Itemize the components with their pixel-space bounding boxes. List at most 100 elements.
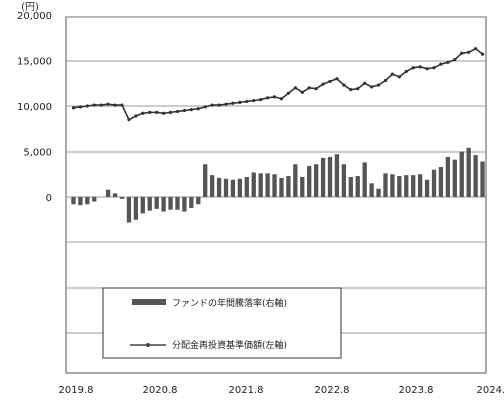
line-point [71, 106, 76, 110]
line-point [335, 77, 339, 81]
bar [355, 176, 360, 197]
line-point [245, 99, 249, 104]
line-point [196, 107, 200, 111]
line-point [162, 111, 166, 115]
line-point [106, 102, 110, 106]
bar [466, 147, 471, 197]
bar [320, 157, 326, 197]
line-point [148, 110, 152, 114]
bar [417, 174, 423, 197]
bar [216, 177, 222, 197]
line-point [217, 103, 221, 107]
bar [459, 151, 464, 197]
line-point [390, 72, 394, 76]
line-point [141, 111, 145, 115]
bar [92, 197, 97, 202]
bar [334, 154, 340, 197]
line-point [286, 91, 290, 95]
bar [133, 197, 139, 220]
line-point [210, 103, 214, 107]
line-point [446, 60, 450, 64]
line-point [238, 100, 242, 104]
y-tick-label: 15,000 [17, 57, 52, 68]
bar [286, 176, 291, 197]
line-point [370, 85, 374, 89]
bar [251, 172, 256, 197]
y-axis-tick-labels: 20,000 15,000 10,000 5,000 0 [17, 11, 52, 204]
line-point [266, 96, 270, 100]
left-axis-unit: (円) [21, 2, 39, 13]
line-series [71, 47, 485, 122]
bar [175, 197, 180, 210]
bar [411, 175, 416, 197]
y-tick-label: 0 [46, 193, 52, 204]
x-axis-tick-labels: 2019.8 2020.8 2021.8 2022.8 2023.8 2024.7 [59, 385, 504, 396]
line-point [120, 103, 124, 107]
bar [438, 166, 444, 197]
line-point [425, 67, 429, 71]
line-point [231, 101, 235, 105]
bar [397, 176, 402, 197]
bar [147, 197, 152, 211]
line-point [460, 51, 464, 55]
bar [258, 173, 263, 197]
legend: ファンドの年間騰落率(右軸) 分配金再投資基準価額(左軸) [102, 287, 342, 359]
line-point [300, 90, 304, 94]
bar [369, 183, 374, 197]
line-point [474, 47, 478, 51]
bar [189, 197, 194, 208]
bar [85, 197, 90, 205]
line-point [293, 86, 297, 90]
bar [265, 173, 270, 197]
line-point [349, 88, 353, 92]
bar [237, 178, 243, 197]
line-point [342, 83, 346, 87]
bar [300, 176, 305, 197]
legend-line-label: 分配金再投資基準価額(左軸) [172, 339, 287, 351]
y-tick-label: 5,000 [23, 148, 52, 159]
bar [161, 197, 166, 212]
bar [78, 197, 83, 206]
bar [112, 193, 118, 197]
line-point [439, 62, 443, 66]
bar [480, 161, 485, 197]
line-point [134, 114, 138, 118]
bar [223, 178, 229, 197]
line-point [383, 78, 388, 83]
line-point [321, 82, 325, 86]
bar [376, 188, 381, 197]
bar [244, 176, 249, 197]
bar [230, 179, 236, 197]
line-point [363, 81, 367, 85]
bar [431, 169, 437, 197]
x-tick-label: 2019.8 [59, 385, 94, 396]
line-point [189, 108, 193, 112]
line-point [224, 102, 228, 106]
bar [105, 189, 111, 197]
bar [154, 197, 159, 209]
line-point [307, 86, 311, 90]
bar [390, 174, 395, 197]
line-path [73, 47, 484, 121]
bar [209, 175, 215, 197]
line-point [411, 66, 415, 70]
bar [126, 197, 132, 223]
line-point [480, 52, 485, 56]
bar [445, 156, 451, 197]
bar [182, 197, 187, 212]
line-point [168, 110, 173, 114]
legend-bar-swatch [132, 299, 166, 305]
legend-line-marker [146, 343, 150, 347]
line-point [314, 87, 318, 91]
bar [71, 197, 76, 205]
line-point [453, 57, 457, 62]
bar-series [71, 147, 485, 223]
bar [272, 174, 277, 197]
line-point [127, 118, 131, 122]
line-point [397, 75, 401, 79]
bar [307, 166, 312, 197]
bar [341, 164, 347, 197]
bar [383, 173, 388, 197]
line-point [182, 108, 186, 113]
x-tick-label: 2020.8 [143, 385, 178, 396]
